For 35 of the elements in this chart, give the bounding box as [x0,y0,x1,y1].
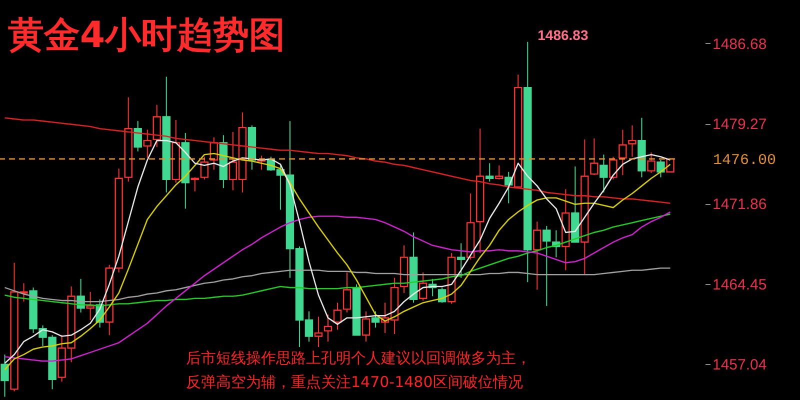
candlestick [86,291,94,320]
annotation: 1486.83 [538,26,588,43]
candlestick [542,225,551,306]
candlestick [0,354,9,398]
candlestick [324,314,332,342]
y-tick-label: 1457.04 [712,356,767,374]
candlestick [486,162,494,182]
y-tick-label: 1464.45 [712,276,767,294]
candlestick [152,104,161,148]
candlestick [314,316,323,348]
candlestick [200,156,208,180]
annotation: 后市短线操作思路上孔明个人建议以回调做多为主， [186,349,531,367]
candlestick [647,152,656,174]
line-series [4,117,671,204]
chart-title: 黄金4小时趋势图 [8,15,286,56]
candlestick [600,154,608,193]
candlestick [609,156,618,180]
candlestick [371,310,380,328]
ref-line-label: 1476.00 [713,152,776,169]
y-tick-label: 1479.27 [712,116,767,134]
candlestick [143,129,152,158]
candlestick [190,176,199,192]
candlestick [590,138,598,176]
candlestick [628,124,636,158]
y-tick-label: 1486.68 [712,36,767,53]
candlestick [495,164,504,180]
candlestick [418,272,428,302]
y-tick-label: 1471.86 [712,196,767,214]
candlestick [456,242,466,278]
candlestick [618,129,627,176]
annotation: 反弹高空为辅，重点关注1470-1480区间破位情况 [186,373,523,391]
candlestick [533,221,542,290]
candlestick [134,120,142,152]
candlestick [656,160,665,178]
candlestick [362,310,370,342]
